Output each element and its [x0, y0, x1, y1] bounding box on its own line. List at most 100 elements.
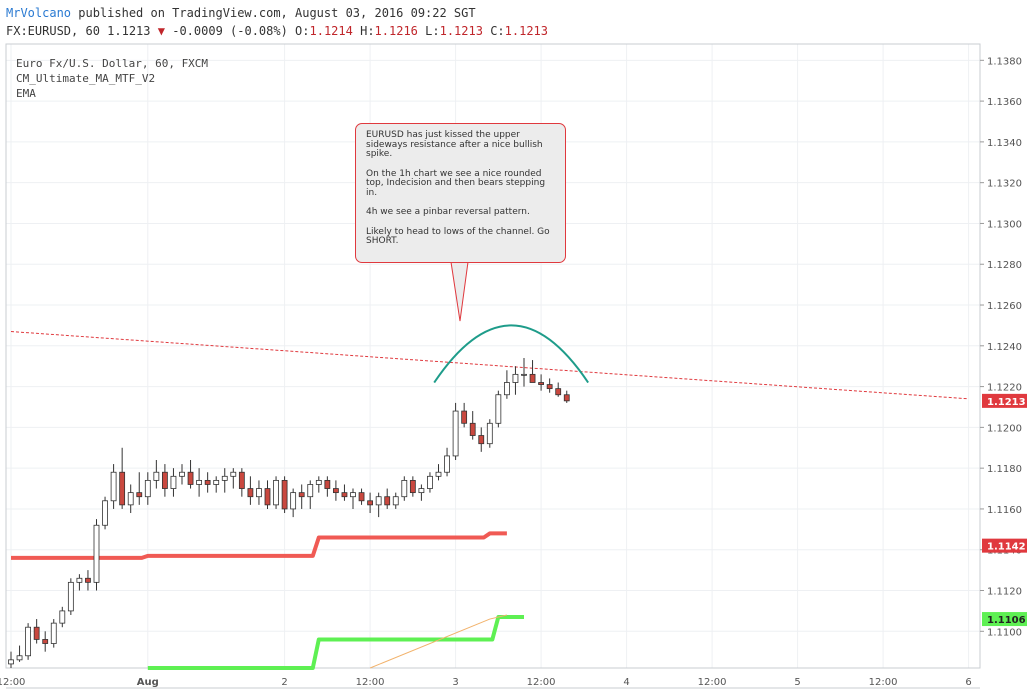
candle-body: [375, 496, 382, 506]
candle-body: [238, 471, 245, 489]
x-tick-label: 12:00: [527, 677, 556, 688]
low-value: 1.1213: [439, 24, 483, 38]
candle-body: [221, 475, 228, 481]
candle-body: [546, 384, 553, 390]
y-tick-label: 1.1120: [987, 587, 1022, 598]
rounded-top-arc: [433, 324, 589, 384]
candle-body: [521, 373, 527, 376]
candle-body: [298, 492, 305, 498]
publish-info: published on TradingView.com, August 03,…: [71, 6, 476, 20]
candle-body: [478, 435, 485, 445]
candle-body: [67, 581, 74, 612]
y-tick-label: 1.1240: [987, 342, 1022, 353]
x-tick-label: 12:00: [869, 677, 898, 688]
x-tick-label: 5: [794, 677, 800, 688]
candle-body: [435, 471, 442, 477]
high-label: H:: [360, 24, 375, 38]
price-tag-red_ma: [982, 538, 1027, 553]
chart-frame: [5, 43, 981, 689]
candle-body: [273, 479, 279, 506]
last-price: 1.1213: [107, 24, 151, 38]
y-tick-label: 1.1340: [987, 138, 1022, 149]
y-tick-label: 1.1380: [987, 56, 1022, 67]
candle-body: [427, 475, 433, 489]
y-tick-label: 1.1300: [987, 219, 1022, 230]
candle-body: [264, 488, 271, 506]
close-value: 1.1213: [504, 24, 548, 38]
candle-body: [538, 382, 544, 385]
candle-body: [179, 471, 185, 477]
candle-body: [384, 496, 391, 506]
candle-body: [42, 639, 49, 644]
candle-body: [204, 479, 211, 485]
candle-body: [332, 488, 339, 494]
candle-body: [367, 500, 374, 506]
candle-body: [170, 475, 177, 489]
y-tick-label: 1.1320: [987, 179, 1022, 190]
indicator-lines: [10, 261, 969, 670]
x-tick-label: 12:00: [698, 677, 727, 688]
candle-body: [452, 410, 459, 457]
down-triangle-icon: ▼: [157, 24, 165, 38]
candle-body: [529, 373, 536, 383]
study-symbol[interactable]: Euro Fx/U.S. Dollar, 60, FXCM: [16, 57, 209, 70]
price-tag-last: [982, 393, 1027, 408]
candle-body: [8, 659, 14, 665]
candle-body: [59, 610, 66, 624]
candle-body: [281, 479, 288, 510]
y-tick-label: 1.1100: [987, 627, 1022, 638]
open-label: O:: [295, 24, 310, 38]
price-tags: 1.1213 1.1142 1.1106: [982, 393, 1027, 627]
price-tag-label: 1.1106: [987, 615, 1026, 626]
candle-body: [444, 455, 450, 473]
candle-body: [315, 479, 322, 485]
candle-body: [503, 382, 510, 396]
callout-pointer: [450, 261, 469, 322]
ohlc-line: FX:EURUSD, 60 1.1213 ▼ -0.0009 (-0.08%) …: [6, 24, 548, 38]
y-tick-label: 1.1220: [987, 383, 1022, 394]
callout-text: 4h we see a pinbar reversal pattern.: [366, 207, 530, 217]
candle-body: [33, 626, 40, 640]
y-tick-label: 1.1280: [987, 260, 1022, 271]
candle-body: [307, 484, 314, 498]
x-tick-label: 12:00: [356, 677, 385, 688]
study-ma[interactable]: CM_Ultimate_MA_MTF_V2: [16, 72, 156, 85]
author-link[interactable]: MrVolcano: [6, 6, 72, 20]
candle-body: [153, 471, 160, 481]
candle-body: [127, 492, 134, 506]
candle-body: [144, 479, 151, 498]
y-tick-label: 1.1200: [987, 423, 1022, 434]
y-tick-label: 1.1180: [987, 464, 1022, 475]
x-tick-label: 4: [623, 677, 629, 688]
candle-body: [161, 471, 168, 489]
axis-ticks: 1.1380 1.1360 1.1340 1.1320 1.1300 1.1280 1.12…: [0, 56, 1022, 688]
x-tick-label: 3: [452, 677, 458, 688]
candle-body: [563, 394, 570, 402]
candle-body: [50, 622, 57, 644]
study-ema[interactable]: EMA: [16, 87, 36, 100]
price-tag-label: 1.1142: [987, 542, 1026, 553]
callout-text: On the 1h chart we see a nice rounded to…: [366, 168, 546, 198]
candle-body: [102, 500, 108, 526]
high-value: 1.1216: [374, 24, 418, 38]
candle-body: [230, 471, 237, 477]
x-tick-label: 6: [965, 677, 971, 688]
candle-body: [16, 655, 23, 661]
candle-body: [256, 488, 262, 498]
candle-body: [461, 410, 468, 424]
y-tick-label: 1.1360: [987, 97, 1022, 108]
candle-body: [76, 577, 83, 583]
candle-body: [341, 492, 348, 498]
candle-body: [350, 492, 356, 498]
callout-text: EURUSD has just kissed the upper sideway…: [366, 130, 543, 159]
candle-body: [25, 626, 32, 657]
candle-body: [187, 471, 194, 485]
candles: [8, 358, 570, 668]
open-value: 1.1214: [309, 24, 353, 38]
plot-border: [5, 43, 981, 669]
candle-body: [418, 488, 425, 494]
candle-body: [196, 479, 203, 485]
candle-body: [512, 373, 519, 383]
green-moving-average-line: [147, 615, 524, 670]
